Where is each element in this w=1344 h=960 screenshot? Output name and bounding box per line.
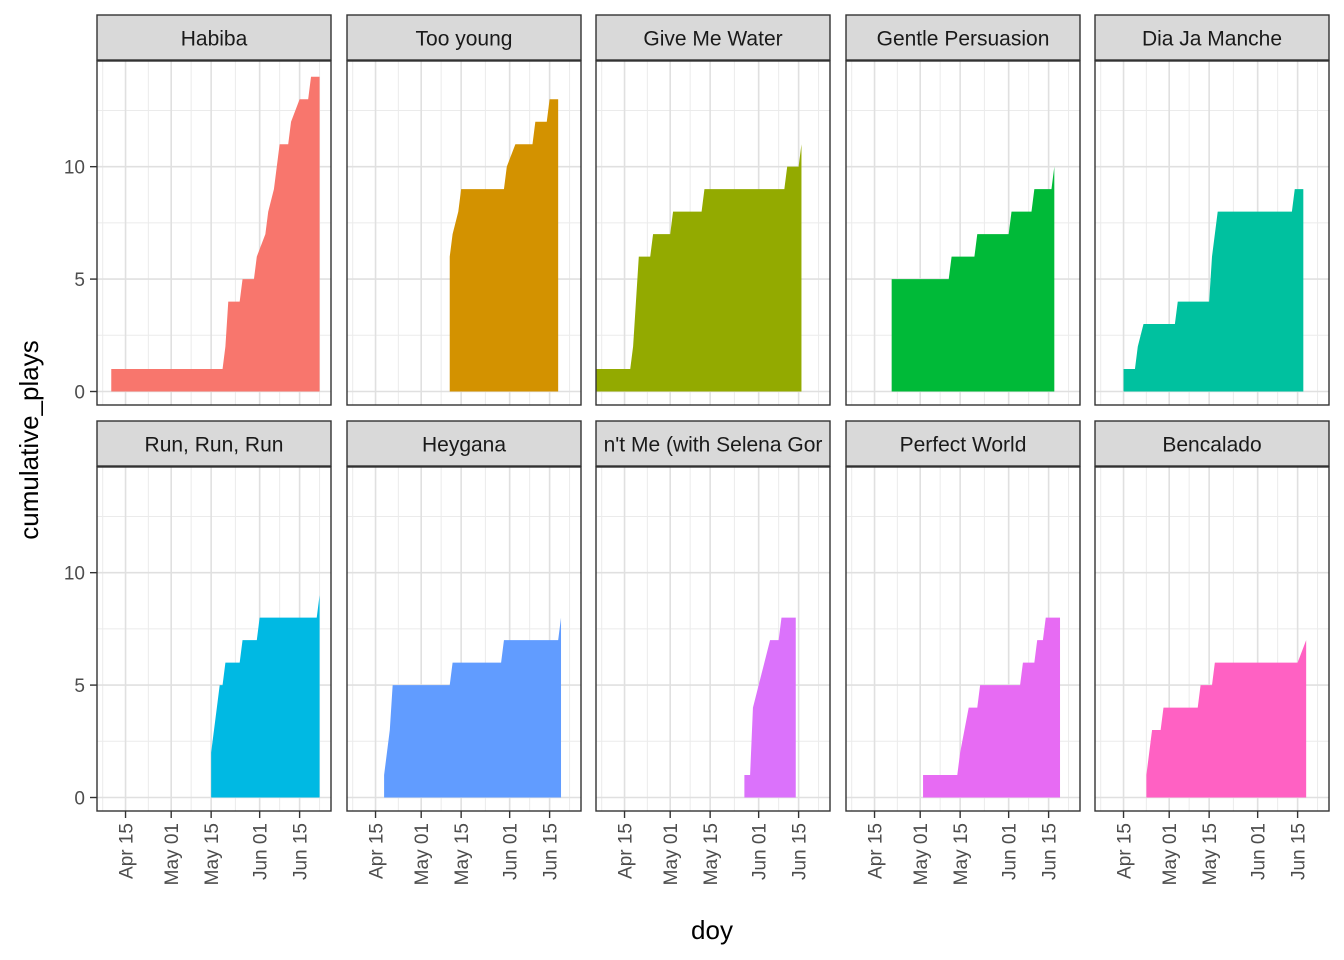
facet-title: Dia Ja Manche xyxy=(1142,28,1282,51)
facet-strip xyxy=(595,420,831,467)
series-area xyxy=(923,617,1061,798)
facet-title: Habiba xyxy=(181,28,248,51)
y-tick-label: 10 xyxy=(64,564,85,585)
series-area xyxy=(891,166,1055,392)
x-tick-label: Jun 15 xyxy=(541,823,562,880)
series-area xyxy=(596,144,802,392)
facet-title: Bencalado xyxy=(1162,434,1261,457)
x-tick-label: May 01 xyxy=(412,823,433,885)
facet-panel: Gentle Persuasion xyxy=(845,14,1081,406)
x-tick-label: Jun 15 xyxy=(1040,823,1061,880)
facet-strip xyxy=(346,420,582,467)
series-area xyxy=(384,617,562,798)
facet-panel: Bencalado Apr 15 May 01 May 15 Jun 01 Jun 15 xyxy=(1094,420,1330,885)
x-tick-label: Jun 15 xyxy=(291,823,312,880)
facet-panel: n't Me (with Selena Gor Apr 15 May 01 May 1… xyxy=(595,420,831,885)
facet-title: n't Me (with Selena Gor xyxy=(604,434,823,457)
x-tick-label: May 01 xyxy=(162,823,183,885)
panel-border xyxy=(96,466,332,812)
facet-panels: Habiba Too young Give Me Water Gentle Persu… xyxy=(96,14,1330,885)
facet-strip xyxy=(1094,420,1330,467)
x-tick-label: Apr 15 xyxy=(616,823,637,879)
facet-title: Gentle Persuasion xyxy=(877,28,1050,51)
x-tick-label: May 15 xyxy=(701,823,722,885)
series-area xyxy=(1123,189,1304,392)
facet-title: Give Me Water xyxy=(643,28,782,51)
facet-panel: Too young xyxy=(346,14,582,406)
x-tick-label: May 01 xyxy=(911,823,932,885)
panel-border xyxy=(346,466,582,812)
x-tick-label: Jun 15 xyxy=(1289,823,1310,880)
x-axis-title: doy xyxy=(691,915,733,945)
facet-panel: Heygana Apr 15 May 01 May 15 Jun 01 Jun 15 xyxy=(346,420,582,885)
facet-title: Run, Run, Run xyxy=(145,434,284,457)
facet-panel: Perfect World Apr 15 May 01 May 15 Jun 01 Jun… xyxy=(845,420,1081,885)
series-area xyxy=(1146,640,1307,798)
facet-panel: Habiba xyxy=(96,14,332,406)
x-tick-label: Jun 01 xyxy=(1000,823,1021,880)
facet-title: Too young xyxy=(416,28,513,51)
y-tick-label: 5 xyxy=(74,676,85,697)
y-tick-label: 10 xyxy=(64,158,85,179)
series-area xyxy=(449,99,559,392)
facet-strip xyxy=(96,14,332,61)
facet-title: Heygana xyxy=(422,434,506,457)
x-tick-label: Jun 01 xyxy=(501,823,522,880)
panel-border xyxy=(845,60,1081,406)
series-area xyxy=(111,76,320,392)
x-tick-label: May 15 xyxy=(1200,823,1221,885)
series-area xyxy=(211,595,320,798)
y-tick-label: 0 xyxy=(74,383,85,404)
panel-border xyxy=(845,466,1081,812)
panel-border xyxy=(346,60,582,406)
panel-border xyxy=(1094,60,1330,406)
x-tick-label: Apr 15 xyxy=(117,823,138,879)
x-tick-label: May 15 xyxy=(452,823,473,885)
x-tick-label: May 01 xyxy=(1160,823,1181,885)
facet-strip xyxy=(595,14,831,61)
x-tick-label: Jun 01 xyxy=(750,823,771,880)
facet-panel: Dia Ja Manche xyxy=(1094,14,1330,406)
x-tick-label: Jun 01 xyxy=(1249,823,1270,880)
panel-border xyxy=(595,60,831,406)
x-tick-label: Apr 15 xyxy=(866,823,887,879)
facet-strip xyxy=(1094,14,1330,61)
x-tick-label: Jun 15 xyxy=(790,823,811,880)
series-area xyxy=(744,617,796,798)
panel-border xyxy=(1094,466,1330,812)
x-tick-label: May 15 xyxy=(951,823,972,885)
facet-strip xyxy=(96,420,332,467)
x-tick-label: Apr 15 xyxy=(1115,823,1136,879)
y-axis: 0 5 10 0 5 10 xyxy=(64,158,97,810)
x-tick-label: May 01 xyxy=(661,823,682,885)
facet-strip xyxy=(845,14,1081,61)
panel-border xyxy=(96,60,332,406)
x-tick-label: Apr 15 xyxy=(367,823,388,879)
y-axis-title: cumulative_plays xyxy=(14,340,44,539)
facet-panel: Give Me Water xyxy=(595,14,831,406)
y-tick-label: 5 xyxy=(74,270,85,291)
facet-panel: Run, Run, Run Apr 15 May 01 May 15 Jun 01 Jun… xyxy=(96,420,332,885)
x-tick-label: Jun 01 xyxy=(251,823,272,880)
facet-title: Perfect World xyxy=(900,434,1027,457)
facet-strip xyxy=(346,14,582,61)
x-tick-label: May 15 xyxy=(202,823,223,885)
facet-strip xyxy=(845,420,1081,467)
y-tick-label: 0 xyxy=(74,789,85,810)
panel-border xyxy=(595,466,831,812)
